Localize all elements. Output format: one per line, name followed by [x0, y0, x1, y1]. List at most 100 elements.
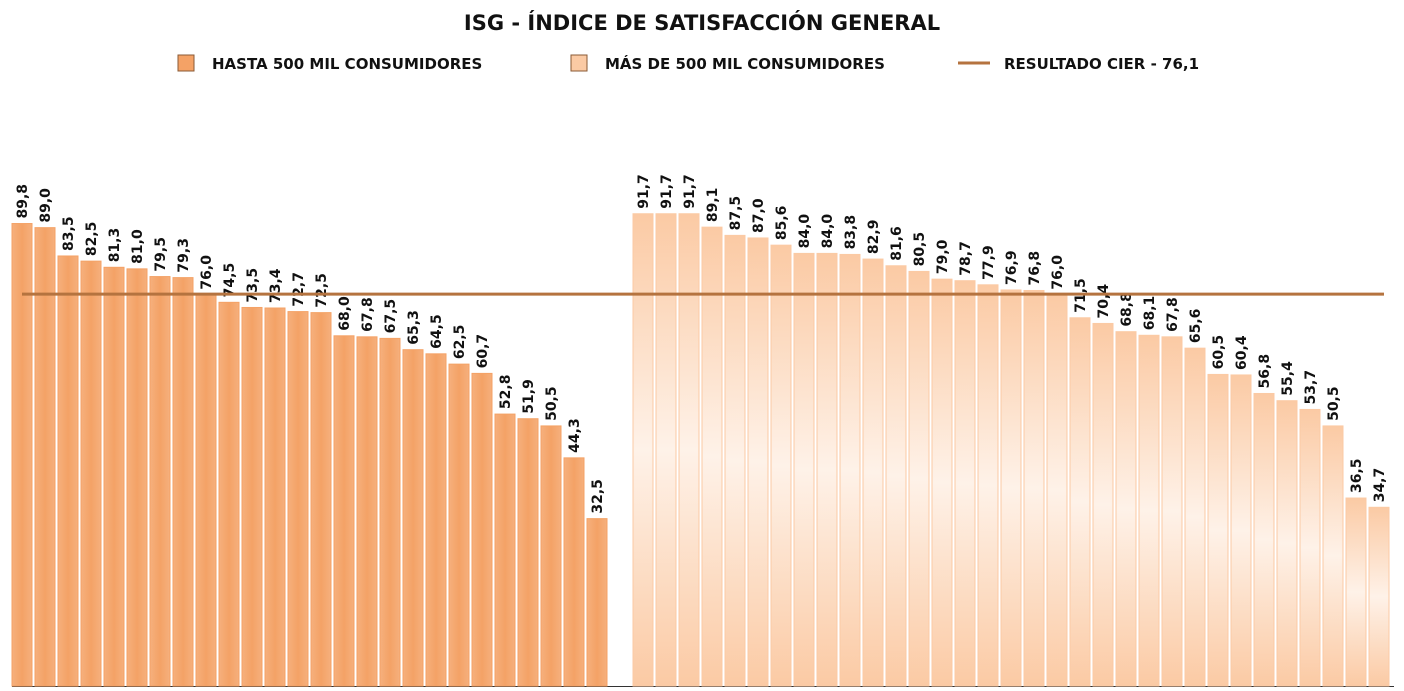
value-label: 60,7	[475, 334, 491, 369]
bar	[287, 311, 309, 687]
legend-swatch	[177, 54, 195, 72]
chart-title: ISG - ÍNDICE DE SATISFACCIÓN GENERAL	[464, 10, 940, 35]
bar	[1345, 497, 1367, 687]
value-label: 91,7	[659, 174, 675, 209]
value-label: 44,3	[567, 418, 583, 453]
value-label: 76,9	[1004, 250, 1020, 285]
legend-label: MÁS DE 500 MIL CONSUMIDORES	[605, 54, 885, 73]
value-label: 36,5	[1349, 458, 1365, 493]
value-label: 79,0	[935, 239, 951, 274]
bar	[1023, 289, 1045, 687]
bar	[1207, 373, 1229, 687]
bar	[770, 244, 792, 687]
bar	[586, 518, 608, 687]
bar	[655, 213, 677, 687]
value-label: 84,0	[820, 214, 836, 249]
value-label: 67,5	[383, 299, 399, 334]
bar	[701, 226, 723, 687]
bar	[471, 372, 493, 687]
bar	[241, 306, 263, 687]
value-label: 76,0	[1050, 255, 1066, 290]
bar	[57, 255, 79, 687]
bar	[1253, 392, 1275, 687]
bar	[195, 294, 217, 687]
bar	[310, 312, 332, 687]
value-label: 85,6	[774, 206, 790, 241]
bar	[1000, 289, 1022, 687]
legend-label: HASTA 500 MIL CONSUMIDORES	[212, 55, 482, 73]
bar	[1184, 347, 1206, 687]
value-label: 84,0	[797, 214, 813, 249]
bar	[885, 265, 907, 687]
value-label: 74,5	[222, 263, 238, 298]
value-label: 67,8	[360, 297, 376, 332]
bar	[103, 266, 125, 687]
bar	[333, 335, 355, 687]
value-label: 64,5	[429, 314, 445, 349]
bar	[1161, 336, 1183, 687]
value-label: 60,5	[1211, 335, 1227, 370]
bar	[1322, 425, 1344, 687]
value-label: 78,7	[958, 241, 974, 276]
bar	[80, 260, 102, 687]
bar	[356, 336, 378, 687]
value-label: 82,9	[866, 220, 882, 255]
value-label: 60,4	[1234, 335, 1250, 370]
bar	[402, 349, 424, 687]
value-label: 50,5	[1326, 386, 1342, 421]
value-label: 87,5	[728, 196, 744, 231]
bar	[379, 337, 401, 687]
value-label: 67,8	[1165, 297, 1181, 332]
value-label: 77,9	[981, 245, 997, 280]
value-label: 73,5	[245, 268, 261, 303]
value-label: 65,6	[1188, 309, 1204, 344]
bar	[494, 413, 516, 687]
value-label: 79,3	[176, 238, 192, 273]
bar	[908, 270, 930, 687]
value-label: 89,1	[705, 188, 721, 223]
legend-swatch	[570, 54, 588, 72]
bar	[793, 252, 815, 687]
bar	[1299, 408, 1321, 687]
bar	[1092, 322, 1114, 687]
value-label: 89,8	[15, 184, 31, 219]
value-label: 53,7	[1303, 370, 1319, 405]
bar	[977, 284, 999, 687]
bar	[448, 363, 470, 687]
value-label: 76,8	[1027, 251, 1043, 286]
bar	[1115, 331, 1137, 687]
bar	[1368, 506, 1390, 687]
bar	[126, 268, 148, 687]
bar	[517, 418, 539, 687]
bar	[172, 277, 194, 687]
bar	[264, 307, 286, 687]
value-label: 62,5	[452, 325, 468, 360]
bar	[218, 301, 240, 687]
value-label: 81,0	[130, 229, 146, 264]
value-label: 89,0	[38, 188, 54, 223]
value-label: 82,5	[84, 222, 100, 257]
value-label: 80,5	[912, 232, 928, 267]
value-label: 65,3	[406, 310, 422, 345]
value-label: 91,7	[636, 174, 652, 209]
bar	[1230, 374, 1252, 687]
bar	[540, 425, 562, 687]
value-label: 79,5	[153, 237, 169, 272]
bar	[862, 258, 884, 687]
bar	[954, 280, 976, 687]
bar	[678, 213, 700, 687]
value-label: 72,7	[291, 272, 307, 307]
value-label: 34,7	[1372, 468, 1388, 503]
value-label: 68,1	[1142, 296, 1158, 331]
legend-label: RESULTADO CIER - 76,1	[1004, 55, 1199, 73]
value-label: 55,4	[1280, 361, 1296, 396]
value-label: 51,9	[521, 379, 537, 414]
bar	[1276, 400, 1298, 687]
bar	[724, 234, 746, 687]
value-label: 32,5	[590, 479, 606, 514]
bar	[1138, 334, 1160, 687]
bar	[11, 223, 33, 687]
bar	[747, 237, 769, 687]
bar	[1069, 317, 1091, 687]
value-label: 68,8	[1119, 292, 1135, 327]
